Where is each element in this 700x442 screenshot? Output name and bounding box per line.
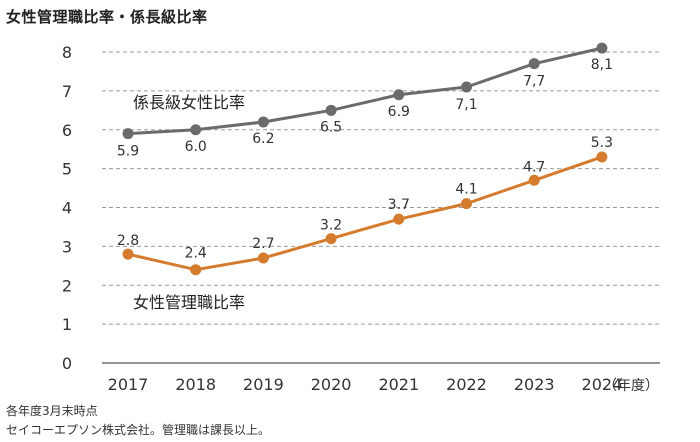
x-tick-label-2022: 2022 <box>446 375 487 394</box>
data-label-s1-2018: 2.4 <box>185 246 207 262</box>
data-point-s1-2024 <box>596 151 608 163</box>
series-line-1 <box>127 155 603 272</box>
data-point-s1-2020 <box>325 233 337 245</box>
x-axis-ticks: 2017 2018 2019 2020 2021 2022 2023 2024（年度） <box>108 375 659 394</box>
x-tick-label-2017: 2017 <box>108 375 149 394</box>
data-point-s0-2021 <box>393 89 405 101</box>
data-label-s1-2019: 2.7 <box>252 236 274 252</box>
data-label-s0-2022: 7,1 <box>455 97 477 113</box>
series-name-label-0: 係長級女性比率 <box>133 93 245 112</box>
data-label-s0-2017: 5.9 <box>117 144 139 160</box>
series-group <box>122 42 608 276</box>
footnote-date: 各年度3月末時点 <box>6 404 98 418</box>
y-tick-label-3: 3 <box>62 237 72 256</box>
series-name-label-1: 女性管理職比率 <box>133 293 245 312</box>
data-label-s1-2017: 2.8 <box>117 233 139 249</box>
data-label-s0-2021: 6.9 <box>388 104 410 120</box>
chart-title: 女性管理職比率・係長級比率 <box>6 8 208 26</box>
data-label-s1-2024: 5.3 <box>591 135 613 151</box>
y-tick-label-2: 2 <box>62 276 72 295</box>
x-tick-label-2018: 2018 <box>175 375 216 394</box>
data-point-s0-2017 <box>122 128 134 140</box>
data-label-s1-2022: 4.1 <box>455 182 477 198</box>
data-point-s1-2022 <box>461 198 472 210</box>
data-label-s0-2024: 8,1 <box>591 57 613 73</box>
y-tick-label-8: 8 <box>62 43 72 62</box>
data-point-s1-2019 <box>257 252 269 264</box>
data-label-s0-2019: 6.2 <box>252 131 274 147</box>
y-tick-label-1: 1 <box>62 315 72 334</box>
y-tick-label-7: 7 <box>62 82 72 101</box>
data-labels: 5.9 6.0 6.2 6.5 6.9 7,1 7,7 8,1 2.8 2.4 2.7 3.2 3.7 4… <box>117 57 613 262</box>
y-tick-label-6: 6 <box>62 121 72 140</box>
data-point-s0-2020 <box>325 104 337 116</box>
data-point-s1-2017 <box>122 248 134 260</box>
data-point-s0-2019 <box>257 116 269 128</box>
y-axis-ticks: 0 1 2 3 4 5 6 7 8 <box>62 43 72 373</box>
data-label-s1-2020: 3.2 <box>320 218 342 234</box>
x-axis-unit-label: （年度） <box>603 378 659 394</box>
data-label-s0-2018: 6.0 <box>185 139 207 155</box>
y-tick-label-4: 4 <box>62 199 72 218</box>
data-label-s1-2023: 4.7 <box>523 159 545 175</box>
data-point-s0-2024 <box>596 42 608 54</box>
data-point-s1-2021 <box>393 213 405 225</box>
data-label-s1-2021: 3.7 <box>388 197 410 213</box>
x-tick-label-2024: 2024 <box>582 375 623 394</box>
x-tick-label-2019: 2019 <box>243 375 284 394</box>
y-tick-label-0: 0 <box>62 354 72 373</box>
x-tick-label-2020: 2020 <box>311 375 352 394</box>
y-tick-label-5: 5 <box>62 160 72 179</box>
footnote-scope: セイコーエプソン株式会社。管理職は課長以上。 <box>6 423 271 437</box>
series-line-0 <box>127 46 603 136</box>
data-label-s0-2023: 7,7 <box>523 74 545 90</box>
data-point-s0-2022 <box>461 81 472 93</box>
data-point-s1-2023 <box>528 174 540 186</box>
data-label-s0-2020: 6.5 <box>320 119 342 135</box>
data-point-s0-2023 <box>528 58 540 70</box>
data-point-s0-2018 <box>190 124 202 136</box>
x-tick-label-2021: 2021 <box>378 375 419 394</box>
data-point-s1-2018 <box>190 264 202 276</box>
x-tick-label-2023: 2023 <box>514 375 555 394</box>
